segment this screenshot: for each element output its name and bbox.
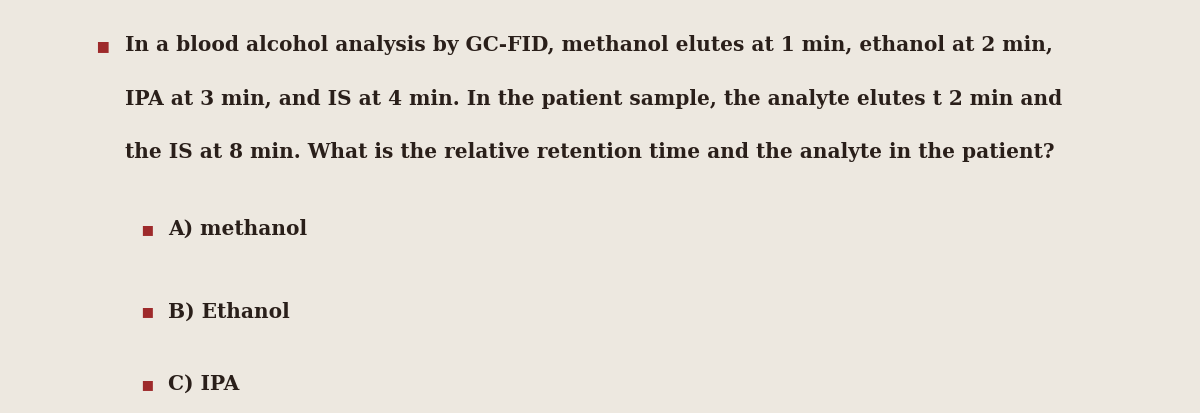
Text: the IS at 8 min. What is the relative retention time and the analyte in the pati: the IS at 8 min. What is the relative re…	[125, 142, 1055, 162]
Text: A) methanol: A) methanol	[168, 219, 307, 239]
Text: ▪: ▪	[140, 301, 154, 321]
Text: In a blood alcohol analysis by GC-FID, methanol elutes at 1 min, ethanol at 2 mi: In a blood alcohol analysis by GC-FID, m…	[125, 35, 1052, 55]
Text: ▪: ▪	[95, 35, 109, 57]
Text: IPA at 3 min, and IS at 4 min. In the patient sample, the analyte elutes t 2 min: IPA at 3 min, and IS at 4 min. In the pa…	[125, 89, 1062, 109]
Text: ▪: ▪	[140, 219, 154, 239]
Text: ▪: ▪	[140, 374, 154, 394]
Text: B) Ethanol: B) Ethanol	[168, 301, 289, 321]
Text: C) IPA: C) IPA	[168, 374, 239, 394]
